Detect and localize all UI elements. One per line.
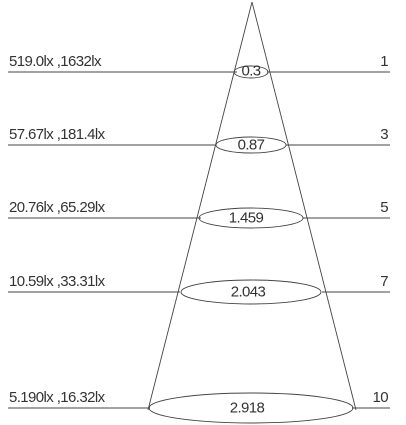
- distance-label: 7: [380, 273, 388, 290]
- beam-ellipse: [198, 207, 304, 229]
- cone-left-edge: [147, 1, 253, 411]
- beam-ellipse: [180, 279, 322, 305]
- diameter-label: 2.043: [231, 284, 266, 301]
- distance-label: 3: [380, 126, 388, 143]
- beam-ellipse: [148, 392, 354, 424]
- distance-label: 5: [380, 199, 388, 216]
- illuminance-label: 57.67lx ,181.4lx: [9, 126, 106, 143]
- beam-ellipse: [215, 136, 287, 154]
- illuminance-label: 20.76lx ,65.29lx: [9, 199, 106, 216]
- illuminance-label: 519.0lx ,1632lx: [9, 53, 102, 70]
- row-5: 20.76lx ,65.29lx 1.459 5: [8, 199, 390, 229]
- beam-ellipse: [233, 65, 269, 79]
- cone-right-edge: [251, 1, 357, 411]
- distance-label: 1: [380, 53, 388, 70]
- row-7: 10.59lx ,33.31lx 2.043 7: [8, 273, 390, 305]
- diameter-label: 1.459: [229, 210, 264, 227]
- diameter-label: 0.3: [241, 63, 260, 80]
- row-3: 57.67lx ,181.4lx 0.87 3: [8, 126, 390, 154]
- diameter-label: 0.87: [238, 137, 265, 154]
- illuminance-label: 10.59lx ,33.31lx: [9, 273, 106, 290]
- diameter-label: 2.918: [230, 400, 265, 417]
- illuminance-label: 5.190lx ,16.32lx: [9, 389, 106, 406]
- distance-label: 10: [373, 389, 389, 406]
- row-1: 519.0lx ,1632lx 0.3 1: [8, 53, 390, 80]
- row-10: 5.190lx ,16.32lx 2.918 10: [8, 389, 390, 424]
